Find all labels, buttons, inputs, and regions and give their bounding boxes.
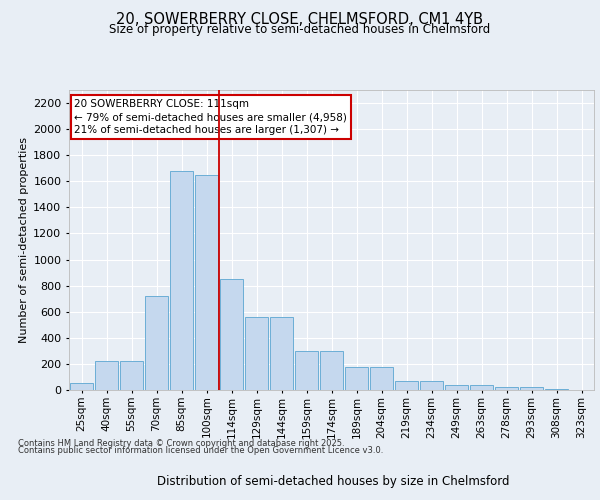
Text: 20, SOWERBERRY CLOSE, CHELMSFORD, CM1 4YB: 20, SOWERBERRY CLOSE, CHELMSFORD, CM1 4Y… — [116, 12, 484, 28]
Bar — [145, 296, 168, 390]
Bar — [270, 317, 293, 390]
Bar — [370, 366, 393, 390]
Bar — [220, 279, 243, 390]
Text: 20 SOWERBERRY CLOSE: 111sqm
← 79% of semi-detached houses are smaller (4,958)
21: 20 SOWERBERRY CLOSE: 111sqm ← 79% of sem… — [74, 99, 347, 136]
Y-axis label: Number of semi-detached properties: Number of semi-detached properties — [19, 137, 29, 343]
Bar — [395, 381, 418, 390]
Bar — [345, 366, 368, 390]
Text: Size of property relative to semi-detached houses in Chelmsford: Size of property relative to semi-detach… — [109, 22, 491, 36]
Bar — [445, 386, 468, 390]
Bar — [95, 362, 118, 390]
Bar — [120, 362, 143, 390]
Bar — [420, 381, 443, 390]
Bar — [70, 384, 93, 390]
Text: Contains HM Land Registry data © Crown copyright and database right 2025.: Contains HM Land Registry data © Crown c… — [18, 438, 344, 448]
Bar — [245, 317, 268, 390]
Text: Contains public sector information licensed under the Open Government Licence v3: Contains public sector information licen… — [18, 446, 383, 455]
Text: Distribution of semi-detached houses by size in Chelmsford: Distribution of semi-detached houses by … — [157, 474, 509, 488]
Bar — [545, 388, 568, 390]
Bar — [520, 388, 543, 390]
Bar — [170, 171, 193, 390]
Bar — [295, 351, 318, 390]
Bar — [320, 351, 343, 390]
Bar — [495, 388, 518, 390]
Bar — [470, 386, 493, 390]
Bar — [195, 175, 218, 390]
